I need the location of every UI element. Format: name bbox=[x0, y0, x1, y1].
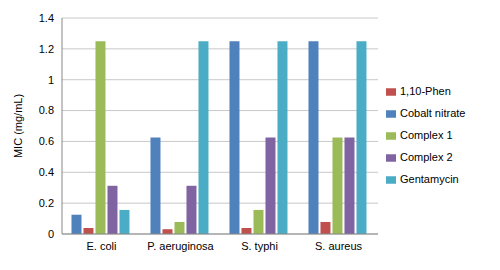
svg-text:P. aeruginosa: P. aeruginosa bbox=[147, 240, 214, 252]
svg-text:S. aureus: S. aureus bbox=[315, 240, 363, 252]
svg-text:0.8: 0.8 bbox=[39, 104, 54, 116]
svg-text:1.4: 1.4 bbox=[39, 12, 54, 24]
svg-text:0.2: 0.2 bbox=[39, 197, 54, 209]
html-text:Complex 1: Complex 1 bbox=[400, 129, 453, 141]
svg-text:0.6: 0.6 bbox=[39, 135, 54, 147]
svg-text:0: 0 bbox=[48, 228, 54, 240]
svg-text:1: 1 bbox=[48, 74, 54, 86]
svg-text:E. coli: E. coli bbox=[87, 240, 117, 252]
svg-text:MIC (mg/mL): MIC (mg/mL) bbox=[12, 94, 24, 158]
svg-text:S. typhi: S. typhi bbox=[241, 240, 278, 252]
html-text:Gentamycin: Gentamycin bbox=[400, 173, 459, 185]
html-text:Cobalt nitrate: Cobalt nitrate bbox=[400, 107, 466, 119]
svg-text:1.2: 1.2 bbox=[39, 43, 54, 55]
html-text:Complex 2: Complex 2 bbox=[400, 151, 453, 163]
html-text:1,10-Phen: 1,10-Phen bbox=[400, 85, 451, 97]
svg-text:0.4: 0.4 bbox=[39, 166, 54, 178]
